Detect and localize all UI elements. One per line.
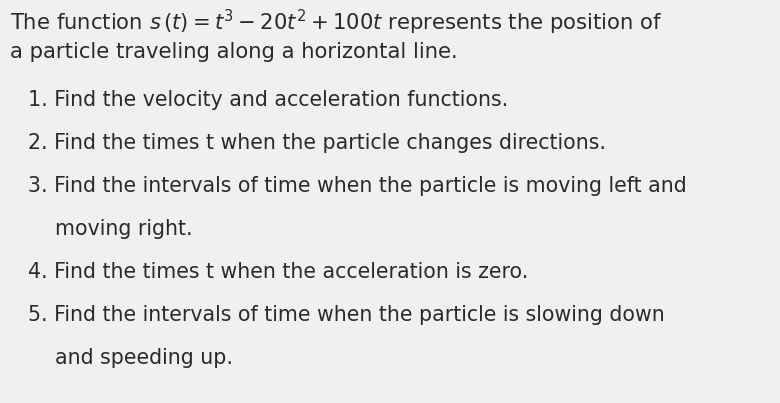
- Text: moving right.: moving right.: [55, 219, 193, 239]
- Text: 5. Find the intervals of time when the particle is slowing down: 5. Find the intervals of time when the p…: [28, 305, 665, 325]
- Text: The function $s\,(t) = t^3 - 20t^2 + 100t$ represents the position of: The function $s\,(t) = t^3 - 20t^2 + 100…: [10, 8, 662, 37]
- Text: a particle traveling along a horizontal line.: a particle traveling along a horizontal …: [10, 42, 458, 62]
- Text: 2. Find the times t when the particle changes directions.: 2. Find the times t when the particle ch…: [28, 133, 606, 153]
- Text: 3. Find the intervals of time when the particle is moving left and: 3. Find the intervals of time when the p…: [28, 176, 686, 196]
- Text: and speeding up.: and speeding up.: [55, 348, 233, 368]
- Text: 4. Find the times t when the acceleration is zero.: 4. Find the times t when the acceleratio…: [28, 262, 528, 282]
- Text: 1. Find the velocity and acceleration functions.: 1. Find the velocity and acceleration fu…: [28, 90, 509, 110]
